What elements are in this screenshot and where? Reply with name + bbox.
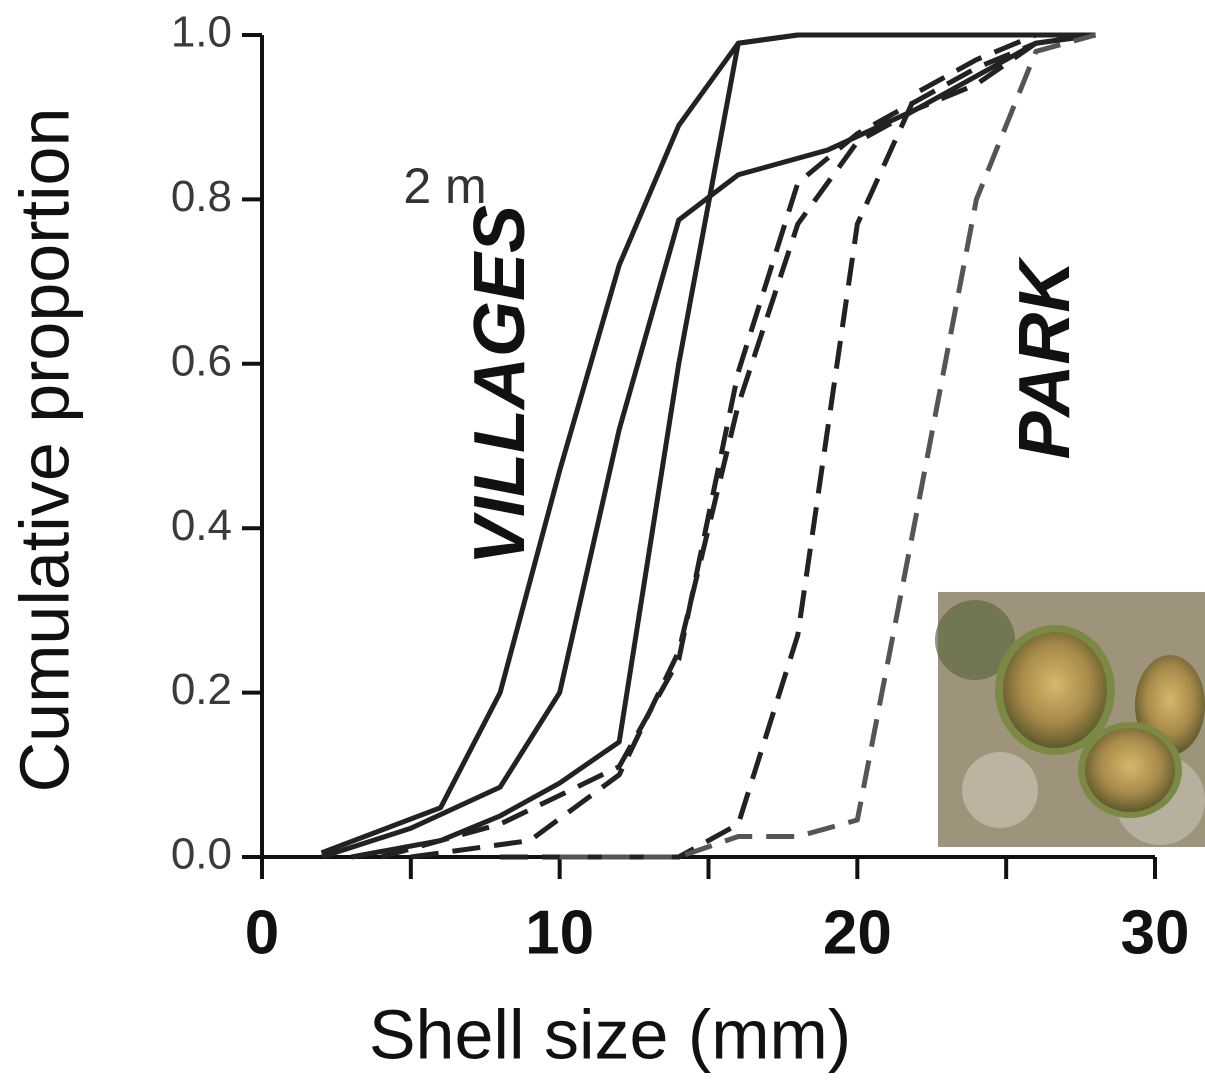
x-tick-label: 30 bbox=[1121, 898, 1190, 967]
annotation: PARK bbox=[1005, 256, 1085, 460]
x-tick-label: 0 bbox=[245, 898, 279, 967]
y-axis-label: Cumulative proportion bbox=[5, 108, 83, 793]
x-tick-label: 10 bbox=[525, 898, 594, 967]
y-tick-label: 0.0 bbox=[171, 830, 232, 879]
annotation: 2 m bbox=[403, 158, 486, 214]
x-tick-label: 20 bbox=[823, 898, 892, 967]
y-tick-label: 1.0 bbox=[171, 8, 232, 57]
y-tick-label: 0.4 bbox=[171, 501, 232, 550]
y-tick-label: 0.6 bbox=[171, 336, 232, 385]
y-tick-label: 0.2 bbox=[171, 665, 232, 714]
line bbox=[350, 32, 1096, 860]
line bbox=[559, 32, 1097, 860]
line bbox=[410, 32, 1096, 860]
x-axis-label: Shell size (mm) bbox=[369, 995, 851, 1073]
line bbox=[500, 32, 1096, 860]
y-tick-label: 0.8 bbox=[171, 172, 232, 221]
line bbox=[380, 32, 1096, 860]
inset-photo bbox=[935, 592, 1205, 847]
annotation: VILLAGES bbox=[460, 205, 540, 565]
